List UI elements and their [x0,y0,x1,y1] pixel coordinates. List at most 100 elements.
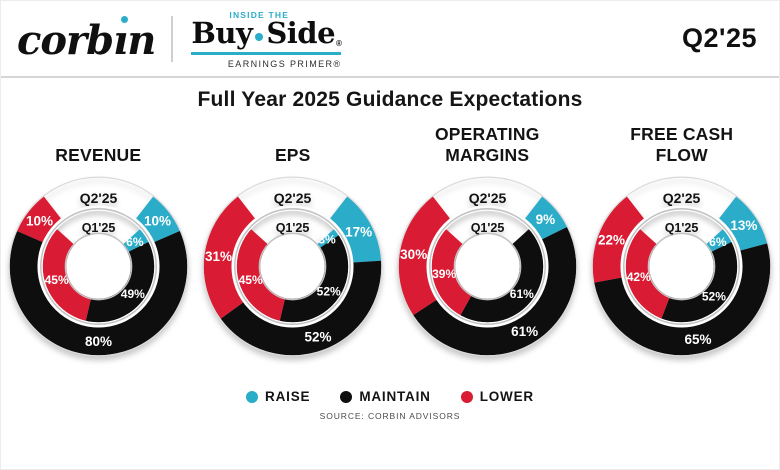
donut-segment-maintain [279,235,349,323]
donut-segment-label: 80% [85,334,112,349]
donut-segment-label: 17% [345,224,372,239]
donut-segment-raise [719,196,768,251]
donut-segment-label: 10% [144,213,171,228]
donut-segment-raise [705,229,732,253]
donut-segment-label: 10% [26,213,53,228]
donut-segment-maintain [9,230,188,356]
chart-col-eps: EPS 17% 52% 31% Q2'25 3% 52% 45% Q1'25 [196,114,391,363]
donut-segment-label: 31% [205,249,232,264]
corbin-i-dot-icon [121,15,129,23]
donut-segment-label: 52% [702,289,726,303]
donut-ring-outline [453,232,522,301]
legend-dot-maintain-icon [340,390,353,403]
donut-segment-maintain [594,243,771,356]
donut-segment-label: 61% [510,287,534,301]
donut-segment-lower [592,196,645,283]
donut-ring-outline [8,176,189,357]
donut-segment-label: 52% [317,285,341,299]
legend-label: MAINTAIN [359,389,431,404]
legend-dot-raise-icon [246,390,259,403]
donut-ring-outline [64,232,133,301]
chart-col-revenue: REVENUE 10% 80% 10% Q2'25 6% 49% 45% Q1'25 [1,114,196,363]
donut-ring-outline [397,176,578,357]
corbin-i: ı [113,15,129,64]
buyside-tagline: EARNINGS PRIMER® [227,58,342,69]
donut-ring-outline [260,234,325,299]
donut-chart: 13% 65% 22% Q2'25 6% 52% 42% Q1'25 [585,170,778,363]
charts-row: REVENUE 10% 80% 10% Q2'25 6% 49% 45% Q1'25 EPS 17%… [1,114,779,363]
donut-chart: 9% 61% 30% Q2'25 61% 39% Q1'25 [391,170,584,363]
donut-segment-raise [316,229,340,249]
donut-ring-outline [649,234,714,299]
donut-ring-outline [428,208,546,325]
donut-segment-lower [203,196,256,319]
donut-ring-name: Q2'25 [468,190,506,206]
donut-ring-name: Q1'25 [470,221,504,235]
legend-item-maintain: MAINTAIN [340,389,430,404]
donut-ring-name: Q2'25 [663,190,701,206]
donut-segment-lower [398,196,450,316]
donut-chart: 17% 52% 31% Q2'25 3% 52% 45% Q1'25 [196,170,389,363]
donut-segment-label: 3% [319,233,337,247]
donut-ring-outline [455,234,520,299]
donut-ring-outline [591,176,772,357]
donut-segment-label: 65% [685,332,712,347]
buyside-dot-icon [255,32,264,41]
chart-title: OPERATING MARGINS [434,124,540,165]
donut-segment-label: 61% [511,324,538,339]
buyside-wordmark: Buy Side ® [191,16,342,51]
legend-item-raise: RAISE [246,389,310,404]
corbin-logo: corbı n [17,15,156,64]
donut-segment-lower [16,196,61,243]
donut-ring-outline [647,232,716,301]
buyside-registered-mark: ® [336,39,342,49]
donut-segment-label: 30% [400,247,427,262]
donut-segment-label: 42% [627,270,651,284]
donut-ring-outline [234,208,352,325]
donut-segment-lower [431,229,472,316]
donut-ring-outline [258,232,327,301]
donut-ring-name: Q2'25 [79,190,117,206]
chart-col-free-cash-flow: FREE CASH FLOW 13% 65% 22% Q2'25 6% 52% 42% Q1'2… [585,114,780,363]
chart-title: FREE CASH FLOW [630,124,734,165]
legend: RAISE MAINTAIN LOWER [1,389,779,404]
donut-svg: 13% 65% 22% Q2'25 6% 52% 42% Q1'25 [591,176,772,357]
chart-col-operating-margins: OPERATING MARGINS 9% 61% 30% Q2'25 61% 39% Q1'2… [390,114,585,363]
donut-segment-label: 49% [121,287,145,301]
donut-segment-label: 52% [305,330,332,345]
donut-segment-raise [330,196,382,263]
legend-label: RAISE [265,389,311,404]
donut-ring-outline [39,208,157,325]
donut-segment-raise [135,196,180,243]
donut-segment-raise [122,229,149,253]
donut-chart: 10% 80% 10% Q2'25 6% 49% 45% Q1'25 [2,170,195,363]
donut-svg: 9% 61% 30% Q2'25 61% 39% Q1'25 [397,176,578,357]
donut-segment-raise [524,196,567,240]
donut-ring-name: Q1'25 [81,221,115,235]
buyside-underline [191,51,342,55]
chart-title: REVENUE [55,145,142,165]
buyside-kicker: INSIDE THE [229,10,290,21]
buyside-logo: INSIDE THE Buy Side ® EARNINGS PRIMER® [191,8,342,69]
donut-segment-maintain [85,241,155,323]
donut-segment-lower [625,229,671,319]
buyside-word2: Side [266,16,336,51]
donut-segment-label: 6% [126,235,144,249]
header-divider [171,15,174,62]
donut-segment-label: 13% [731,218,758,233]
donut-ring-outline [66,234,131,299]
donut-segment-label: 9% [535,212,555,227]
page-title: Full Year 2025 Guidance Expectations [197,88,583,111]
donut-ring-name: Q2'25 [274,190,312,206]
legend-item-lower: LOWER [460,389,534,404]
donut-ring-name: Q1'25 [665,221,699,235]
donut-segment-label: 22% [598,233,625,248]
donut-segment-label: 45% [44,273,68,287]
donut-segment-label: 39% [432,267,456,281]
donut-ring-outline [623,208,741,325]
donut-ring-outline [202,176,383,357]
legend-dot-lower-icon [460,390,473,403]
buyside-word1: Buy [191,16,253,51]
donut-svg: 10% 80% 10% Q2'25 6% 49% 45% Q1'25 [8,176,189,357]
legend-label: LOWER [479,389,534,404]
